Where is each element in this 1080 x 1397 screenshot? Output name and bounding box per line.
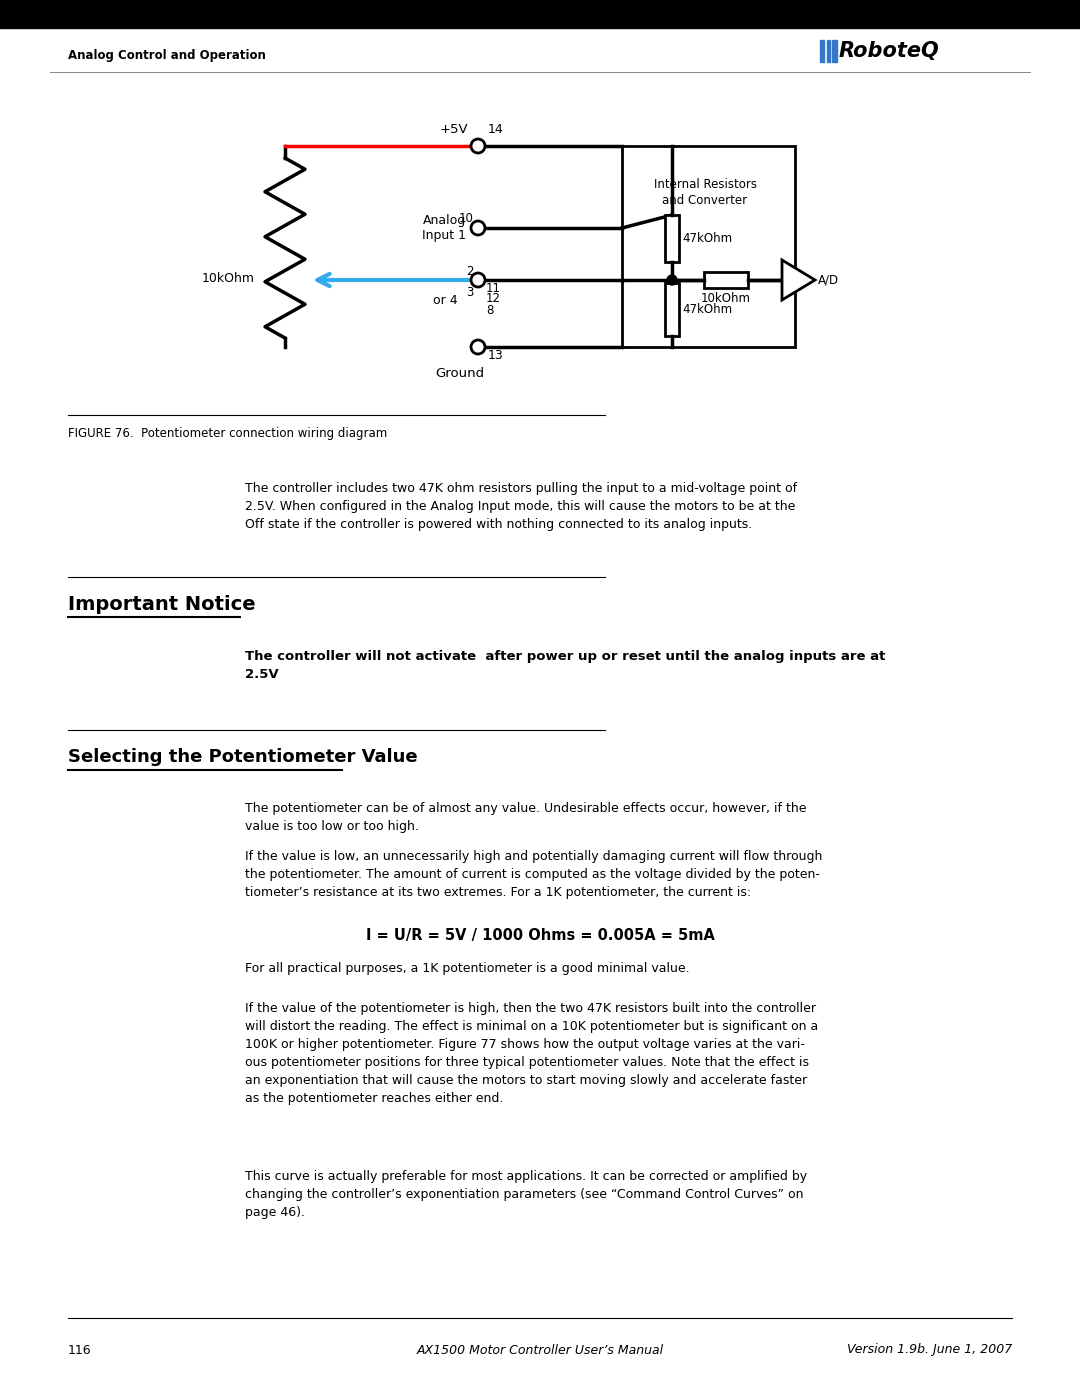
Text: If the value is low, an unnecessarily high and potentially damaging current will: If the value is low, an unnecessarily hi… [245, 849, 822, 900]
Text: and Converter: and Converter [662, 194, 747, 207]
Text: 2: 2 [467, 265, 474, 278]
Bar [704, 272, 748, 288]
Text: or 4: or 4 [433, 293, 458, 307]
Text: This curve is actually preferable for most applications. It can be corrected or : This curve is actually preferable for mo… [245, 1171, 807, 1220]
Text: FIGURE 76.  Potentiometer connection wiring diagram: FIGURE 76. Potentiometer connection wiri… [68, 427, 388, 440]
Text: Ground: Ground [435, 367, 485, 380]
Bar [665, 284, 679, 337]
Circle shape [471, 339, 485, 353]
Text: A/D: A/D [818, 274, 839, 286]
Text: Internal Resistors: Internal Resistors [653, 179, 756, 191]
Circle shape [471, 221, 485, 235]
Text: If the value of the potentiometer is high, then the two 47K resistors built into: If the value of the potentiometer is hig… [245, 1002, 819, 1105]
Text: 47kOhm: 47kOhm [681, 303, 732, 316]
Text: The potentiometer can be of almost any value. Undesirable effects occur, however: The potentiometer can be of almost any v… [245, 802, 807, 833]
Text: 11: 11 [486, 282, 501, 295]
Text: The controller includes two 47K ohm resistors pulling the input to a mid-voltage: The controller includes two 47K ohm resi… [245, 482, 797, 531]
Text: I = U/R = 5V / 1000 Ohms = 0.005A = 5mA: I = U/R = 5V / 1000 Ohms = 0.005A = 5mA [365, 928, 715, 943]
Bar [820, 41, 824, 61]
Text: 47kOhm: 47kOhm [681, 232, 732, 244]
Text: 116: 116 [68, 1344, 92, 1356]
Text: For all practical purposes, a 1K potentiometer is a good minimal value.: For all practical purposes, a 1K potenti… [245, 963, 690, 975]
Text: Version 1.9b. June 1, 2007: Version 1.9b. June 1, 2007 [847, 1344, 1012, 1356]
Bar [0, 0, 1080, 28]
Text: 8: 8 [486, 305, 494, 317]
Text: 10kOhm: 10kOhm [701, 292, 751, 305]
Text: Important Notice: Important Notice [68, 595, 256, 615]
Text: RoboteQ: RoboteQ [839, 41, 940, 61]
Text: The controller will not activate  after power up or reset until the analog input: The controller will not activate after p… [245, 650, 886, 680]
Text: 13: 13 [488, 349, 503, 362]
Bar [665, 215, 679, 263]
Text: 3: 3 [467, 286, 474, 299]
Circle shape [471, 272, 485, 286]
Circle shape [667, 275, 677, 285]
Circle shape [471, 138, 485, 154]
Bar [622, 147, 795, 346]
Text: 10: 10 [459, 212, 474, 225]
Bar [827, 41, 831, 61]
Text: Analog
Input 1: Analog Input 1 [422, 214, 465, 242]
Bar [832, 41, 837, 61]
Text: AX1500 Motor Controller User’s Manual: AX1500 Motor Controller User’s Manual [417, 1344, 663, 1356]
Text: Selecting the Potentiometer Value: Selecting the Potentiometer Value [68, 747, 418, 766]
Text: 12: 12 [486, 292, 501, 305]
Text: 10kOhm: 10kOhm [202, 271, 255, 285]
Text: Analog Control and Operation: Analog Control and Operation [68, 49, 266, 61]
Text: +5V: +5V [440, 123, 468, 136]
Text: 14: 14 [488, 123, 503, 136]
Polygon shape [782, 260, 815, 300]
